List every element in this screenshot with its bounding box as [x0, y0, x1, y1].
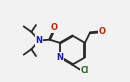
- Text: O: O: [50, 23, 57, 32]
- Text: Cl: Cl: [81, 66, 89, 75]
- Text: O: O: [99, 27, 106, 36]
- Text: N: N: [56, 53, 63, 62]
- Text: N: N: [36, 36, 43, 45]
